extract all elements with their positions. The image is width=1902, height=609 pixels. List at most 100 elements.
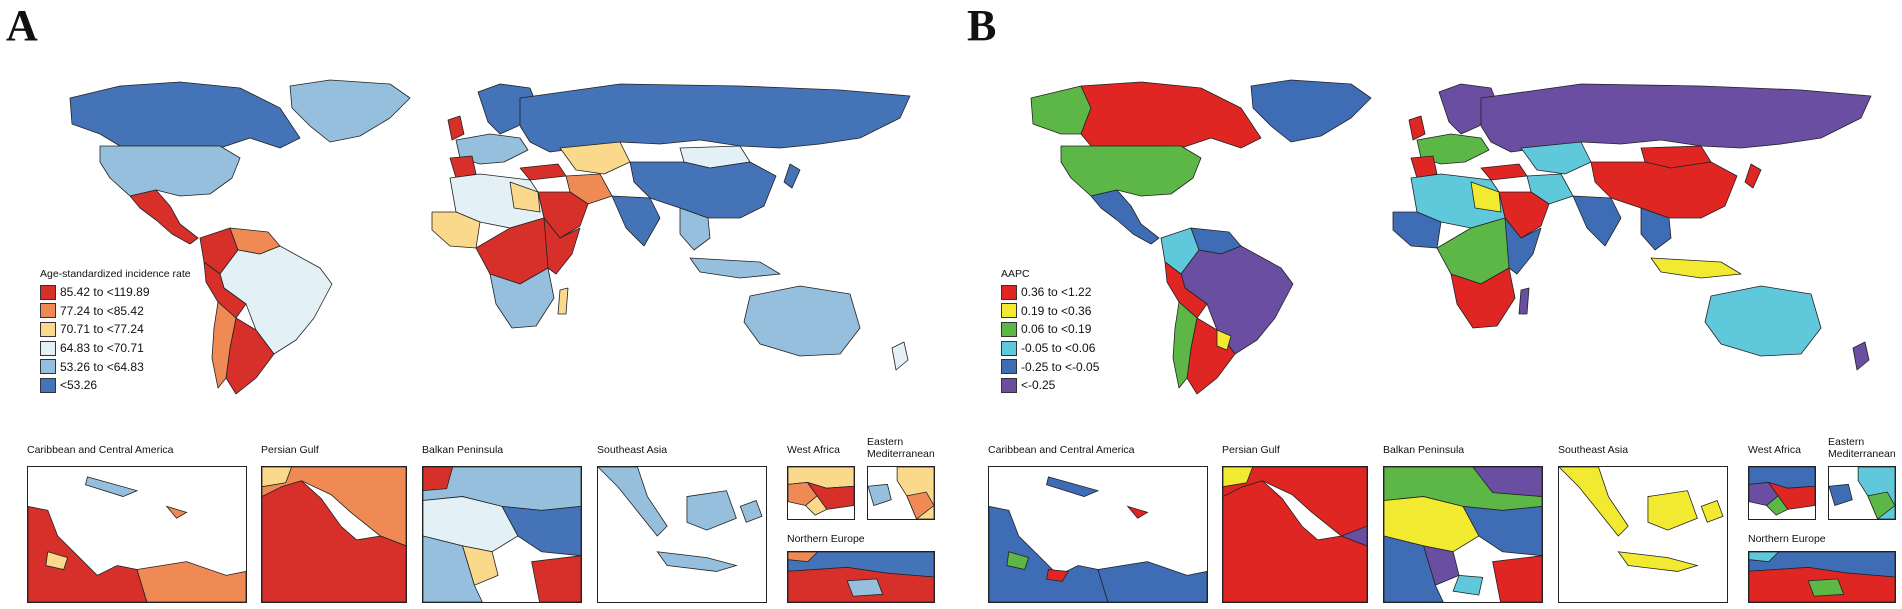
region-india xyxy=(611,195,661,247)
region-mexico xyxy=(129,189,199,245)
legend-label: 0.36 to <1.22 xyxy=(1021,285,1092,300)
legend-item: -0.25 to <-0.05 xyxy=(1001,357,1099,376)
region-peru xyxy=(203,261,247,319)
legend-label: -0.25 to <-0.05 xyxy=(1021,359,1100,374)
panel-b: B xyxy=(961,0,1902,609)
legend-item: <-0.25 xyxy=(1001,376,1099,395)
region-china xyxy=(1590,161,1738,219)
legend-swatch xyxy=(1001,359,1017,375)
region-southeast-asia xyxy=(679,207,711,251)
legend-item: 0.36 to <1.22 xyxy=(1001,283,1099,302)
inset-eastern-mediterranean xyxy=(867,466,935,520)
region-japan xyxy=(1744,163,1762,189)
region-uk xyxy=(447,115,465,141)
legend: Age-standardized incidence rate 85.42 to… xyxy=(40,268,191,395)
legend-label: -0.05 to <0.06 xyxy=(1021,341,1096,356)
legend-swatch xyxy=(40,303,56,319)
legend-label: 77.24 to <85.42 xyxy=(60,303,144,318)
inset-caribbean xyxy=(27,466,247,603)
legend-item: 0.06 to <0.19 xyxy=(1001,320,1099,339)
legend-item: 53.26 to <64.83 xyxy=(40,357,191,376)
region-usa xyxy=(99,145,241,197)
region-australia xyxy=(743,285,861,357)
inset-persian-gulf xyxy=(261,466,407,603)
region-russia xyxy=(519,83,911,153)
legend-swatch xyxy=(40,284,56,300)
legend-swatch xyxy=(40,359,56,375)
legend-swatch xyxy=(1001,377,1017,393)
region-iberia xyxy=(449,155,477,179)
panel-letter: A xyxy=(6,1,38,50)
legend-label: 0.19 to <0.36 xyxy=(1021,303,1092,318)
inset-title: Eastern Mediterranean xyxy=(1828,436,1896,460)
region-peru xyxy=(1164,261,1208,319)
region-turkey xyxy=(1480,163,1528,181)
inset-northern-europe xyxy=(787,551,935,603)
legend-swatch xyxy=(1001,340,1017,356)
inset-west-africa xyxy=(787,466,855,520)
inset-southeast-asia xyxy=(1558,466,1728,603)
region-indonesia xyxy=(689,257,781,279)
region-japan xyxy=(783,163,801,189)
legend-swatch xyxy=(1001,321,1017,337)
legend-item: 64.83 to <70.71 xyxy=(40,339,191,358)
region-chile xyxy=(1172,301,1198,389)
region-iran xyxy=(565,173,613,205)
inset-west-africa xyxy=(1748,466,1816,520)
region-southern-africa xyxy=(1450,267,1516,329)
inset-title: Caribbean and Central America xyxy=(988,444,1135,456)
legend-swatch xyxy=(1001,284,1017,300)
region-southern-africa xyxy=(489,267,555,329)
legend-item: 0.19 to <0.36 xyxy=(1001,302,1099,321)
region-kazakhstan xyxy=(1520,141,1592,175)
inset-title: Persian Gulf xyxy=(1222,444,1280,456)
legend-swatch xyxy=(40,321,56,337)
inset-southeast-asia xyxy=(597,466,767,603)
world-map xyxy=(1030,79,1872,395)
region-canada xyxy=(1080,81,1262,149)
region-turkey xyxy=(519,163,567,181)
region-kazakhstan xyxy=(559,141,631,175)
region-greenland xyxy=(1250,79,1372,143)
legend-title: AAPC xyxy=(1001,268,1030,280)
inset-title: Northern Europe xyxy=(1748,533,1826,545)
legend-label: 0.06 to <0.19 xyxy=(1021,322,1092,337)
region-new-zealand xyxy=(1852,341,1870,371)
region-new-zealand xyxy=(891,341,909,371)
region-southeast-asia xyxy=(1640,207,1672,251)
region-madagascar xyxy=(1518,287,1530,315)
legend-swatch xyxy=(1001,303,1017,319)
inset-northern-europe xyxy=(1748,551,1896,603)
region-egypt xyxy=(1470,181,1502,213)
region-madagascar xyxy=(557,287,569,315)
region-egypt xyxy=(509,181,541,213)
region-indonesia xyxy=(1650,257,1742,279)
inset-title: West Africa xyxy=(1748,444,1801,456)
inset-title: Persian Gulf xyxy=(261,444,319,456)
inset-title: Southeast Asia xyxy=(1558,444,1629,456)
inset-balkan xyxy=(1383,466,1543,603)
panel-letter: B xyxy=(967,1,997,50)
legend-label: 64.83 to <70.71 xyxy=(60,341,144,356)
legend-item: 85.42 to <119.89 xyxy=(40,283,191,302)
legend-item: 77.24 to <85.42 xyxy=(40,302,191,321)
region-iran xyxy=(1526,173,1574,205)
region-chile xyxy=(211,301,237,389)
world-map xyxy=(69,79,911,395)
region-mexico xyxy=(1090,189,1160,245)
inset-eastern-mediterranean xyxy=(1828,466,1896,520)
region-uk xyxy=(1408,115,1426,141)
inset-title: Eastern Mediterranean xyxy=(867,436,935,460)
legend: AAPC 0.36 to <1.22 0.19 to <0.36 0.06 to… xyxy=(1001,268,1099,395)
region-alaska xyxy=(1030,85,1092,135)
legend-item: -0.05 to <0.06 xyxy=(1001,339,1099,358)
region-russia xyxy=(1480,83,1872,153)
legend-label: 85.42 to <119.89 xyxy=(60,285,150,300)
legend-label: 70.71 to <77.24 xyxy=(60,322,144,337)
legend-label: 53.26 to <64.83 xyxy=(60,359,144,374)
legend-label: <-0.25 xyxy=(1021,378,1056,393)
region-iberia xyxy=(1410,155,1438,179)
region-india xyxy=(1572,195,1622,247)
inset-title: Northern Europe xyxy=(787,533,865,545)
legend-title: Age-standardized incidence rate xyxy=(40,268,191,280)
